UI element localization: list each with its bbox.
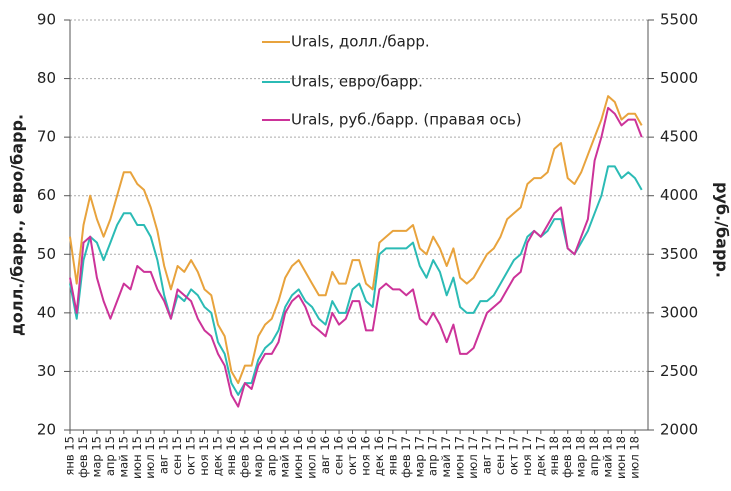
legend-label: Urals, руб./барр. (правая ось) xyxy=(291,111,522,129)
y2-tick-label: 2500 xyxy=(660,362,698,380)
x-tick-label: фев 15 xyxy=(76,436,90,478)
x-tick-label: июн 16 xyxy=(291,436,305,479)
x-tick-label: дек 17 xyxy=(533,436,547,476)
y-tick-label: 30 xyxy=(37,362,56,380)
x-tick-label: май 15 xyxy=(116,436,130,478)
y2-tick-label: 4500 xyxy=(660,128,698,146)
y-axis-title: долл./барр., евро/барр. xyxy=(8,114,27,336)
x-tick-label: июн 18 xyxy=(614,436,628,479)
x-tick-label: дек 16 xyxy=(372,436,386,476)
y-tick-label: 80 xyxy=(37,69,56,87)
legend-label: Urals, евро/барр. xyxy=(291,73,423,91)
x-tick-label: авг 17 xyxy=(480,436,494,474)
x-tick-label: сен 15 xyxy=(170,436,184,475)
x-tick-label: май 17 xyxy=(439,436,453,478)
x-tick-label: июл 18 xyxy=(628,436,642,479)
x-tick-label: дек 15 xyxy=(210,436,224,476)
y-tick-label: 20 xyxy=(37,421,56,439)
y-tick-label: 40 xyxy=(37,303,56,321)
y2-tick-label: 2000 xyxy=(660,421,698,439)
x-tick-label: янв 17 xyxy=(385,436,399,476)
y-tick-label: 60 xyxy=(37,186,56,204)
x-tick-label: май 16 xyxy=(278,436,292,478)
series-line xyxy=(69,165,643,396)
x-tick-label: сен 17 xyxy=(493,436,507,475)
y-tick-label: 70 xyxy=(37,128,56,146)
x-tick-label: янв 16 xyxy=(224,436,238,476)
y2-tick-label: 5000 xyxy=(660,69,698,87)
x-tick-label: ноя 16 xyxy=(358,436,372,476)
x-tick-label: июл 17 xyxy=(466,436,480,479)
x-tick-label: мар 15 xyxy=(89,436,103,477)
x-tick-label: мар 17 xyxy=(412,436,426,477)
x-tick-label: мар 18 xyxy=(574,436,588,477)
x-tick-label: янв 18 xyxy=(547,436,561,476)
x-tick-label: июл 15 xyxy=(143,436,157,479)
x-tick-label: окт 16 xyxy=(345,436,359,475)
x-tick-label: мар 16 xyxy=(251,436,265,477)
series-line xyxy=(69,106,643,408)
legend-label: Urals, долл./барр. xyxy=(291,33,430,51)
series-line xyxy=(69,95,643,385)
x-tick-label: апр 17 xyxy=(426,436,440,476)
x-tick-label: окт 15 xyxy=(184,436,198,475)
y-tick-label: 90 xyxy=(37,11,56,29)
y2-tick-label: 3000 xyxy=(660,303,698,321)
x-tick-label: апр 18 xyxy=(587,436,601,476)
y2-axis-title: руб./барр. xyxy=(713,182,731,278)
x-tick-label: ноя 17 xyxy=(520,436,534,476)
x-tick-label: авг 15 xyxy=(157,436,171,474)
y2-tick-label: 4000 xyxy=(660,186,698,204)
x-tick-label: авг 16 xyxy=(318,436,332,474)
x-tick-label: апр 16 xyxy=(264,436,278,476)
x-tick-label: сен 16 xyxy=(332,436,346,475)
y2-tick-label: 3500 xyxy=(660,245,698,263)
y-tick-label: 50 xyxy=(37,245,56,263)
x-tick-label: окт 17 xyxy=(506,436,520,475)
y2-tick-label: 5500 xyxy=(660,11,698,29)
x-tick-label: май 18 xyxy=(601,436,615,478)
x-tick-label: фев 16 xyxy=(237,436,251,478)
x-tick-label: июн 17 xyxy=(453,436,467,479)
x-tick-label: ноя 15 xyxy=(197,436,211,476)
x-tick-label: июл 16 xyxy=(305,436,319,479)
x-tick-label: июн 15 xyxy=(130,436,144,479)
x-tick-label: апр 15 xyxy=(103,436,117,476)
x-tick-label: янв 15 xyxy=(63,436,77,476)
x-tick-label: фев 17 xyxy=(399,436,413,478)
x-tick-label: фев 18 xyxy=(560,436,574,478)
